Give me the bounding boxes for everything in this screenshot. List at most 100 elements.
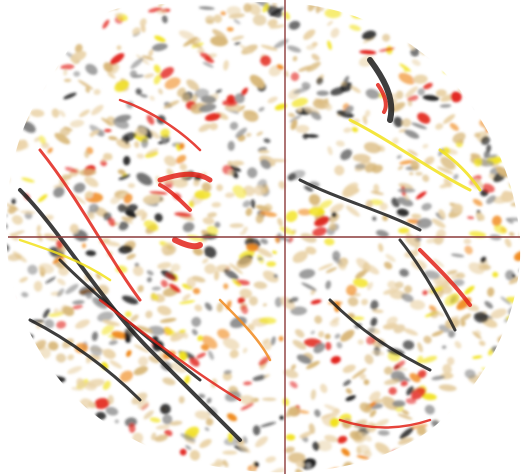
texture-blotch — [246, 243, 259, 252]
texture-blotch — [505, 270, 515, 281]
texture-blotch — [298, 65, 312, 72]
texture-blotch — [150, 454, 164, 464]
texture-blotch — [415, 171, 423, 176]
texture-blotch — [312, 227, 327, 237]
texture-blotch — [422, 143, 429, 149]
texture-blotch — [295, 469, 304, 473]
texture-blotch — [70, 50, 87, 63]
texture-blotch — [85, 291, 93, 299]
texture-blotch — [141, 55, 154, 61]
texture-blotch — [327, 40, 332, 50]
texture-blotch — [239, 44, 253, 54]
texture-blotch — [6, 319, 16, 329]
texture-blotch — [233, 19, 241, 25]
texture-blotch — [179, 142, 185, 150]
texture-blotch — [107, 72, 116, 79]
texture-blotch — [22, 396, 28, 401]
texture-blotch — [101, 117, 112, 125]
texture-blotch — [386, 316, 398, 326]
texture-blotch — [398, 437, 414, 445]
texture-blotch — [123, 156, 131, 166]
texture-blotch — [222, 450, 238, 455]
texture-blotch — [408, 42, 415, 50]
texture-blotch — [400, 448, 408, 454]
texture-blotch — [441, 345, 447, 350]
texture-blotch — [160, 135, 167, 145]
texture-streak — [172, 237, 203, 250]
texture-blotch — [351, 127, 359, 133]
texture-blotch — [256, 247, 273, 258]
texture-blotch — [296, 354, 312, 364]
texture-blotch — [223, 269, 239, 280]
texture-blotch — [483, 116, 501, 122]
texture-blotch — [312, 98, 330, 110]
texture-blotch — [358, 431, 372, 442]
texture-blotch — [399, 427, 414, 440]
texture-blotch — [295, 124, 310, 133]
texture-blotch — [38, 263, 55, 274]
texture-blotch — [71, 193, 86, 205]
texture-blotch — [272, 250, 277, 255]
texture-blotch — [237, 296, 246, 304]
texture-blotch — [408, 29, 425, 41]
texture-blotch — [411, 122, 427, 130]
texture-blotch — [6, 350, 21, 360]
texture-blotch — [38, 135, 46, 145]
texture-blotch — [290, 72, 300, 82]
texture-blotch — [503, 451, 521, 458]
texture-blotch — [513, 18, 519, 23]
texture-blotch — [370, 317, 378, 327]
texture-blotch — [519, 428, 521, 435]
texture-blotch — [162, 377, 176, 386]
texture-streak — [338, 418, 432, 429]
texture-blotch — [269, 467, 285, 473]
texture-blotch — [495, 112, 513, 121]
texture-blotch — [474, 6, 490, 17]
texture-blotch — [426, 48, 435, 58]
texture-blotch — [477, 79, 494, 88]
texture-blotch — [0, 279, 7, 291]
texture-blotch — [18, 58, 34, 69]
texture-blotch — [509, 410, 515, 415]
texture-blotch — [256, 131, 263, 136]
texture-streak — [28, 318, 142, 402]
texture-blotch — [12, 85, 25, 96]
texture-blotch — [127, 183, 135, 189]
texture-blotch — [439, 104, 452, 108]
texture-blotch — [369, 199, 384, 206]
texture-blotch — [310, 299, 322, 305]
texture-blotch — [91, 104, 104, 116]
texture-blotch — [456, 58, 461, 63]
texture-blotch — [220, 11, 227, 16]
texture-blotch — [277, 217, 283, 227]
texture-blotch — [411, 59, 421, 66]
texture-blotch — [0, 5, 7, 17]
texture-blotch — [208, 350, 214, 360]
texture-blotch — [124, 135, 130, 145]
texture-blotch — [382, 323, 399, 330]
texture-blotch — [117, 169, 126, 175]
texture-blotch — [426, 236, 440, 244]
texture-blotch — [71, 304, 83, 310]
texture-blotch — [441, 281, 449, 290]
texture-blotch — [252, 374, 267, 381]
texture-blotch — [202, 61, 214, 68]
texture-blotch — [504, 359, 513, 365]
texture-blotch — [26, 71, 43, 81]
texture-blotch — [126, 350, 132, 357]
texture-blotch — [148, 470, 165, 473]
texture-blotch — [232, 279, 241, 287]
texture-blotch — [189, 357, 200, 367]
texture-blotch — [97, 311, 114, 322]
texture-blotch — [164, 77, 181, 90]
texture-blotch — [8, 323, 17, 334]
texture-blotch — [108, 217, 116, 227]
texture-blotch — [340, 81, 347, 86]
texture-blotch — [314, 409, 321, 418]
texture-blotch — [278, 336, 284, 342]
texture-blotch — [248, 296, 258, 306]
texture-blotch — [495, 97, 510, 108]
texture-blotch — [283, 369, 299, 379]
texture-blotch — [397, 197, 414, 207]
texture-blotch — [345, 187, 360, 196]
